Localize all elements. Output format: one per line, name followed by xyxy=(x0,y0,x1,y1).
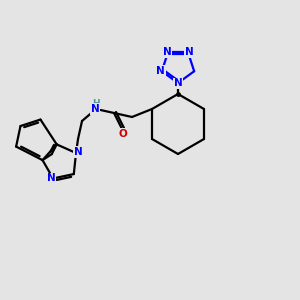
Text: N: N xyxy=(91,104,99,114)
Text: N: N xyxy=(47,173,56,183)
Text: N: N xyxy=(163,47,171,57)
Text: O: O xyxy=(118,129,127,139)
Text: N: N xyxy=(184,47,194,57)
Text: N: N xyxy=(174,79,182,88)
Text: N: N xyxy=(157,66,165,76)
Text: N: N xyxy=(74,147,82,157)
Text: H: H xyxy=(92,100,100,109)
